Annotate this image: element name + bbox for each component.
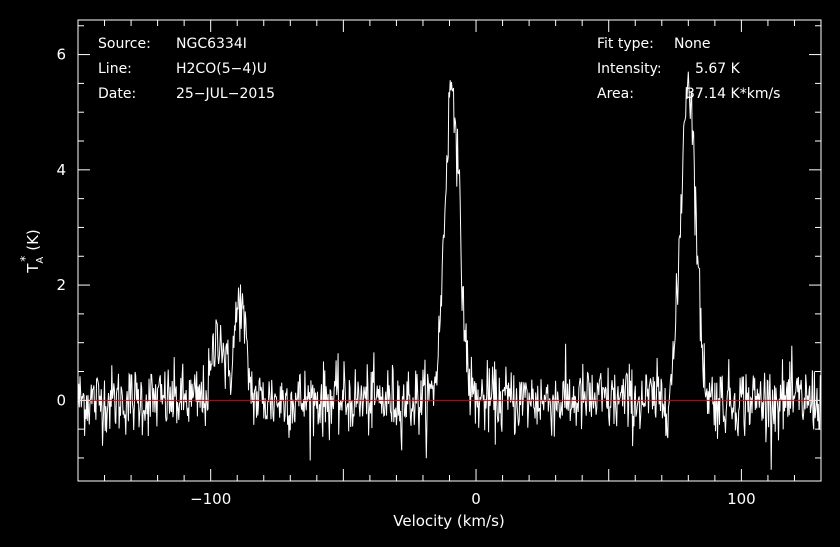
svg-text:TA*(K): TA* (K)	[18, 229, 46, 274]
date-label: Date:	[98, 86, 137, 102]
y-tick-label: 4	[56, 161, 66, 179]
intensity-value: 5.67 K	[695, 61, 740, 77]
intensity-label: Intensity:	[597, 61, 662, 77]
spectrum-layer	[77, 71, 822, 470]
y-axis-label-sub: A	[35, 257, 46, 264]
date-value: 25−JUL−2015	[176, 86, 276, 102]
y-tick-label: 6	[56, 46, 66, 64]
axis-ticks: −100 0 100 0 2 4 6	[56, 20, 821, 508]
y-axis-label: TA* (K)	[18, 229, 46, 274]
x-tick-label: 0	[471, 490, 481, 508]
line-value: H2CO(5−4)U	[176, 61, 267, 77]
spectrum-line	[77, 71, 822, 470]
y-axis-label-main: T	[24, 263, 42, 274]
y-axis-label-unit: (K)	[24, 229, 42, 251]
source-label: Source:	[98, 36, 151, 52]
fit-type-label: Fit type:	[597, 36, 654, 52]
x-tick-label: 100	[727, 490, 756, 508]
fit-type-value: None	[674, 36, 711, 52]
source-value: NGC6334I	[176, 36, 247, 52]
x-tick-label: −100	[190, 490, 231, 508]
y-tick-label: 2	[56, 276, 66, 294]
line-label: Line:	[98, 61, 132, 77]
x-axis-label: Velocity (km/s)	[393, 512, 504, 530]
y-tick-label: 0	[56, 391, 66, 409]
y-axis-label-sup: *	[18, 256, 32, 262]
area-value: 37.14 K*km/s	[686, 86, 781, 102]
area-label: Area:	[597, 86, 634, 102]
